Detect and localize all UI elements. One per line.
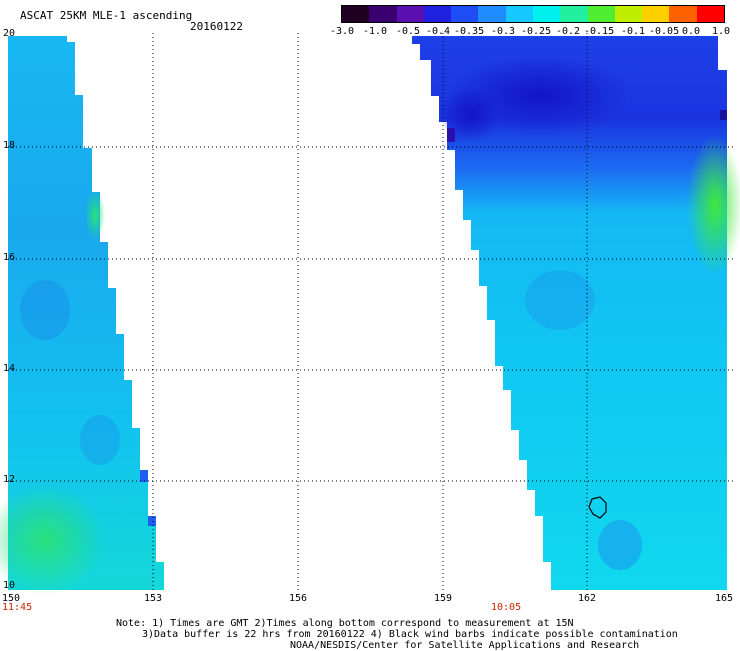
colorbar-label: -0.15 xyxy=(584,26,615,37)
grid xyxy=(8,33,733,590)
footer-note-line1: Note: 1) Times are GMT 2)Times along bot… xyxy=(116,618,574,629)
lon-label: 159 xyxy=(434,593,453,604)
colorbar-label: -0.2 xyxy=(556,26,581,37)
colorbar-swatch xyxy=(669,6,697,22)
colorbar-swatch xyxy=(369,6,397,22)
swath-east xyxy=(412,36,740,590)
darker-region xyxy=(598,520,642,570)
lat-label: 14 xyxy=(3,363,16,374)
colorbar-label: 1.0 xyxy=(712,26,731,37)
lat-label: 12 xyxy=(3,474,16,485)
colorbar-label: 0.0 xyxy=(682,26,701,37)
colorbar-label: -0.3 xyxy=(491,26,516,37)
colorbar-label: -0.35 xyxy=(454,26,485,37)
green-region xyxy=(687,135,740,275)
colorbar xyxy=(341,5,725,23)
colorbar-label: -0.5 xyxy=(396,26,421,37)
colorbar-label: -0.4 xyxy=(426,26,451,37)
darker-region xyxy=(525,270,595,330)
footer-credit: NOAA/NESDIS/Center for Satellite Applica… xyxy=(290,640,640,651)
green-region xyxy=(85,190,105,240)
lon-label: 162 xyxy=(578,593,597,604)
lat-label: 10 xyxy=(3,580,16,591)
lon-label: 150 xyxy=(2,593,21,604)
lat-label: 20 xyxy=(3,28,16,39)
colorbar-swatch xyxy=(560,6,588,22)
colorbar-swatch xyxy=(532,6,561,22)
lon-label: 156 xyxy=(289,593,308,604)
swath-west xyxy=(0,36,164,595)
colorbar-label: -0.05 xyxy=(649,26,680,37)
green-region xyxy=(0,485,105,595)
lon-label: 165 xyxy=(715,593,734,604)
contamination-contour xyxy=(588,496,607,519)
colorbar-swatch xyxy=(396,6,424,22)
colorbar-swatch xyxy=(642,6,670,22)
colorbar-swatch xyxy=(423,6,452,22)
darker-region xyxy=(80,415,120,465)
colorbar-swatch xyxy=(587,6,615,22)
pass-time-label: 11:45 xyxy=(2,602,33,613)
colorbar-swatch xyxy=(451,6,479,22)
colorbar-swatch xyxy=(614,6,643,22)
colorbar-swatch xyxy=(478,6,506,22)
swath-east-fill xyxy=(412,36,727,590)
colorbar-label: -3.0 xyxy=(330,26,355,37)
darker-region xyxy=(20,280,70,340)
product-title: ASCAT 25KM MLE-1 ascending xyxy=(20,9,193,22)
footer-note-line2: 3)Data buffer is 22 hrs from 20160122 4)… xyxy=(142,629,678,640)
lat-label: 18 xyxy=(3,140,16,151)
dark-pixel xyxy=(447,128,455,142)
colorbar-swatch xyxy=(505,6,533,22)
product-date: 20160122 xyxy=(190,20,243,33)
darker-pixel xyxy=(140,470,148,482)
colorbar-swatch xyxy=(342,6,370,22)
pass-time-label: 10:05 xyxy=(491,602,522,613)
swath-west-fill xyxy=(8,36,164,590)
dark-pixel xyxy=(720,110,727,120)
colorbar-swatch xyxy=(696,6,724,22)
lon-label: 153 xyxy=(144,593,163,604)
colorbar-label: -1.0 xyxy=(363,26,388,37)
colorbar-label: -0.1 xyxy=(621,26,646,37)
colorbar-label: -0.25 xyxy=(521,26,552,37)
lat-label: 16 xyxy=(3,252,16,263)
darker-pixel xyxy=(148,516,156,526)
